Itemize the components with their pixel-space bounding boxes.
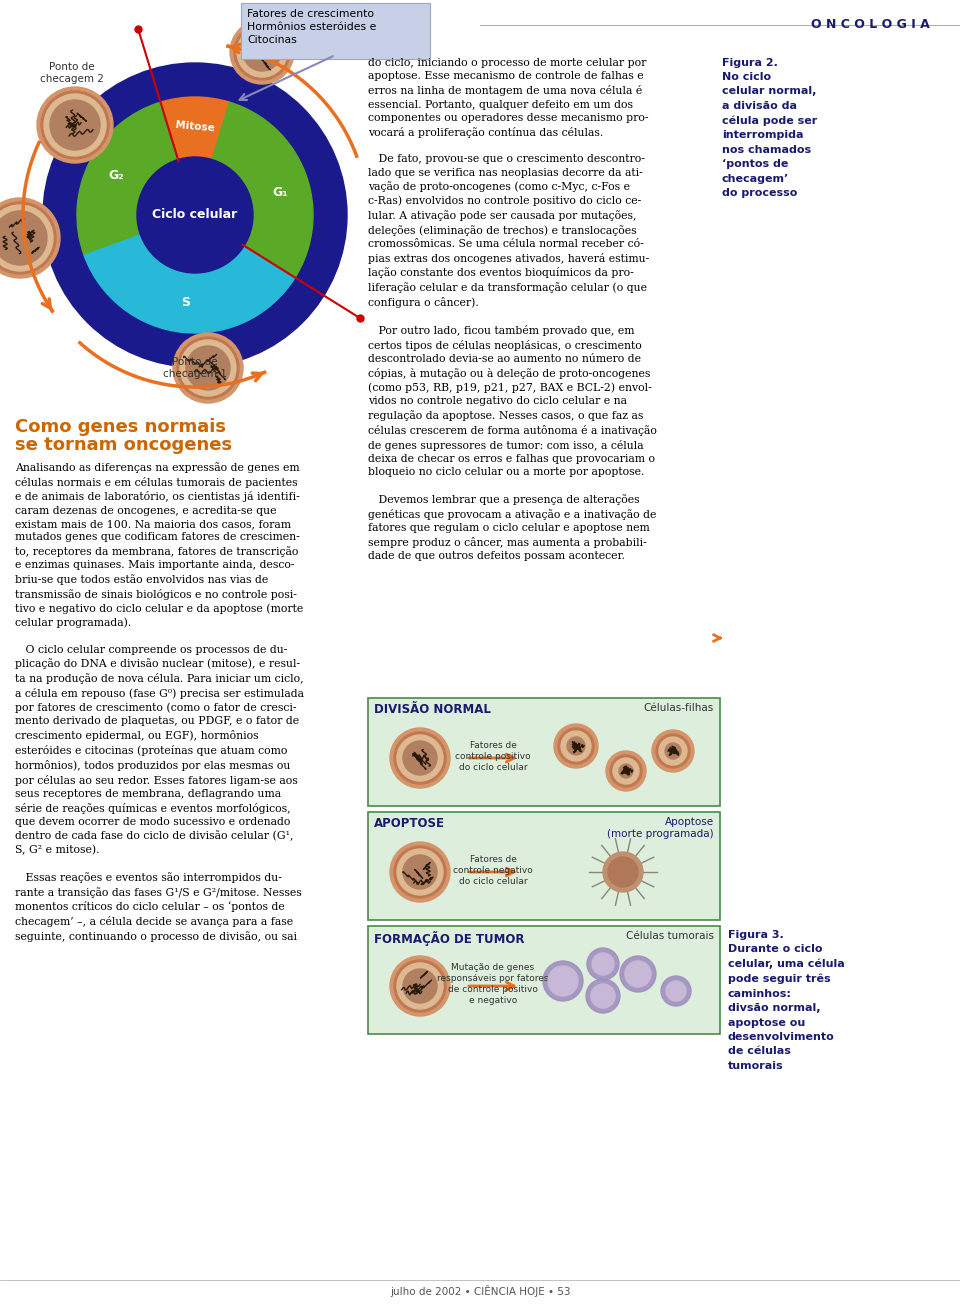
Wedge shape — [160, 96, 229, 159]
Text: APOPTOSE: APOPTOSE — [374, 818, 445, 831]
Circle shape — [390, 728, 450, 788]
Circle shape — [548, 966, 578, 996]
Circle shape — [403, 969, 437, 1003]
Circle shape — [603, 852, 643, 892]
Text: G₁: G₁ — [272, 185, 288, 198]
Circle shape — [243, 33, 281, 70]
Circle shape — [403, 741, 437, 775]
Circle shape — [403, 855, 437, 889]
Circle shape — [625, 961, 651, 987]
Text: Mutação de genes
responsáveis por fatores
de controle positivo
e negativo: Mutação de genes responsáveis por fatore… — [437, 962, 549, 1005]
FancyBboxPatch shape — [241, 3, 430, 59]
Text: Ciclo celular: Ciclo celular — [153, 209, 238, 222]
Circle shape — [561, 732, 591, 762]
Circle shape — [608, 857, 638, 887]
Text: Durante o ciclo
celular, uma célula
pode seguir três
caminhos:
divsão normal,
ap: Durante o ciclo celular, uma célula pode… — [728, 944, 845, 1071]
Circle shape — [50, 100, 100, 150]
Circle shape — [606, 751, 646, 792]
Text: Mitose: Mitose — [175, 120, 215, 134]
Circle shape — [652, 730, 694, 772]
Wedge shape — [77, 102, 178, 256]
Circle shape — [37, 87, 113, 163]
Circle shape — [394, 846, 446, 898]
Text: Apoptose
(morte programada): Apoptose (morte programada) — [608, 818, 714, 840]
Circle shape — [230, 20, 294, 83]
Circle shape — [620, 956, 656, 992]
Text: No ciclo
celular normal,
a divisão da
célula pode ser
interrompida
nos chamados
: No ciclo celular normal, a divisão da cé… — [722, 72, 817, 198]
Circle shape — [180, 340, 236, 396]
Circle shape — [394, 960, 446, 1012]
Text: julho de 2002 • CIÊNCIA HOJE • 53: julho de 2002 • CIÊNCIA HOJE • 53 — [390, 1284, 570, 1297]
Circle shape — [186, 346, 230, 390]
Circle shape — [41, 91, 109, 159]
Circle shape — [390, 956, 450, 1016]
Circle shape — [613, 758, 639, 784]
Text: Fatores de
controle negativo
do ciclo celular: Fatores de controle negativo do ciclo ce… — [453, 855, 533, 887]
Text: Figura 3.: Figura 3. — [728, 930, 783, 940]
Circle shape — [397, 735, 443, 781]
FancyBboxPatch shape — [368, 812, 720, 921]
Circle shape — [665, 743, 681, 759]
Text: Figura 2.: Figura 2. — [722, 57, 778, 68]
Circle shape — [43, 63, 347, 366]
Circle shape — [137, 156, 253, 273]
Circle shape — [0, 198, 60, 278]
Text: Fatores de
controle positivo
do ciclo celular: Fatores de controle positivo do ciclo ce… — [455, 741, 531, 772]
Circle shape — [661, 975, 691, 1005]
Text: Analisando as diferenças na expressão de genes em
células normais e em células t: Analisando as diferenças na expressão de… — [15, 462, 304, 941]
Text: G₂: G₂ — [108, 170, 124, 183]
Circle shape — [177, 336, 239, 399]
Text: S: S — [181, 296, 190, 309]
Circle shape — [0, 202, 56, 274]
Text: FORMAÇÃO DE TUMOR: FORMAÇÃO DE TUMOR — [374, 931, 524, 945]
Circle shape — [558, 728, 594, 764]
Text: Como genes normais: Como genes normais — [15, 419, 226, 436]
Circle shape — [619, 764, 633, 778]
Circle shape — [554, 724, 598, 768]
Text: O N C O L O G I A: O N C O L O G I A — [811, 18, 930, 31]
Circle shape — [394, 732, 446, 784]
Circle shape — [237, 27, 287, 77]
Text: do ciclo, iniciando o processo de morte celular por
apoptose. Esse mecanismo de : do ciclo, iniciando o processo de morte … — [368, 57, 657, 562]
Circle shape — [397, 962, 443, 1009]
Circle shape — [44, 94, 106, 156]
Circle shape — [666, 981, 686, 1001]
Wedge shape — [84, 235, 295, 333]
Circle shape — [610, 755, 642, 788]
Text: se tornam oncogenes: se tornam oncogenes — [15, 436, 232, 454]
Circle shape — [397, 849, 443, 895]
Circle shape — [0, 205, 53, 271]
Text: Células tumorais: Células tumorais — [626, 931, 714, 941]
Circle shape — [592, 953, 614, 975]
Wedge shape — [212, 102, 313, 278]
Circle shape — [567, 737, 585, 755]
FancyBboxPatch shape — [368, 698, 720, 806]
Circle shape — [543, 961, 583, 1001]
Circle shape — [234, 23, 290, 80]
Circle shape — [659, 737, 687, 765]
FancyBboxPatch shape — [368, 926, 720, 1034]
Circle shape — [390, 842, 450, 902]
Circle shape — [587, 948, 619, 981]
Text: Ponto de
checagem 1: Ponto de checagem 1 — [163, 357, 227, 378]
Text: Fatores de crescimento
Hormônios esteróides e
Citocinas: Fatores de crescimento Hormônios esterói… — [247, 9, 376, 46]
Circle shape — [656, 734, 690, 768]
Circle shape — [173, 333, 243, 403]
Text: Células-filhas: Células-filhas — [644, 703, 714, 713]
Text: Ponto de
checagem 2: Ponto de checagem 2 — [40, 63, 104, 83]
Circle shape — [586, 979, 620, 1013]
Circle shape — [0, 211, 47, 265]
Text: DIVISÃO NORMAL: DIVISÃO NORMAL — [374, 703, 491, 716]
Circle shape — [591, 985, 615, 1008]
